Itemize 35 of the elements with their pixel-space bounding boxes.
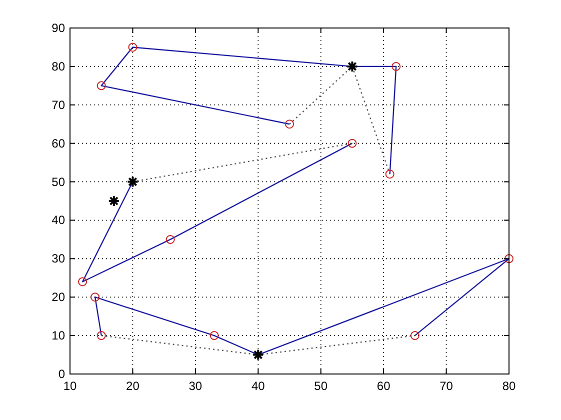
point (392, 62, 401, 71)
point (504, 254, 514, 264)
point (90, 292, 100, 302)
point (346, 60, 358, 72)
point (166, 234, 175, 244)
y-tick-label: 0 (58, 367, 66, 381)
x-tick-label: 80 (502, 379, 516, 393)
y-tick-label: 40 (52, 213, 66, 228)
point (252, 348, 264, 361)
point (126, 176, 139, 188)
y-tick-label: 60 (52, 136, 66, 150)
x-tick-label: 50 (314, 379, 328, 393)
x-tick-label: 60 (376, 379, 391, 393)
point (78, 277, 88, 286)
point (210, 331, 219, 340)
point (128, 42, 138, 52)
point (96, 81, 106, 90)
x-tick-label: 10 (63, 379, 77, 393)
point (285, 120, 294, 129)
point (108, 195, 120, 207)
y-tick-label: 30 (52, 252, 66, 266)
y-tick-label: 10 (52, 328, 66, 343)
x-tick-label: 70 (440, 379, 454, 393)
y-tick-label: 80 (52, 59, 66, 74)
x-tick-label: 30 (188, 379, 202, 393)
point (410, 331, 420, 340)
point (385, 170, 394, 179)
y-tick-label: 50 (52, 174, 66, 189)
x-tick-label: 40 (251, 379, 266, 393)
y-tick-label: 20 (52, 290, 66, 304)
point (96, 331, 106, 340)
point (348, 138, 357, 148)
y-tick-label: 90 (52, 21, 66, 35)
y-tick-label: 70 (52, 98, 66, 112)
x-tick-label: 20 (126, 379, 140, 393)
